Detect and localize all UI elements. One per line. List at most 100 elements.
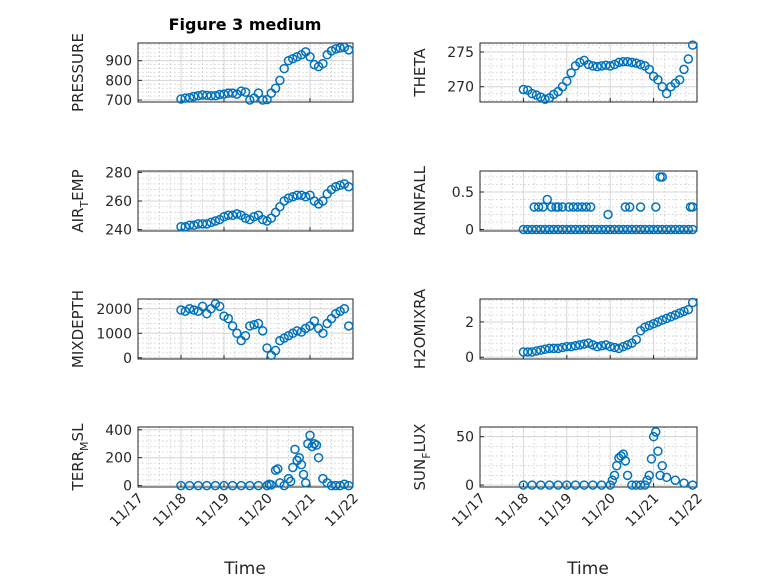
data-point (546, 202, 557, 212)
data-point (214, 89, 225, 100)
data-point (687, 480, 698, 490)
data-point (189, 305, 199, 315)
x-tick-label: 11/21 (279, 491, 319, 531)
data-point (566, 68, 576, 78)
y-axis-label: AIRTEMP (69, 169, 91, 232)
y-tick-label: 400 (105, 423, 132, 439)
y-tick-label: 900 (105, 54, 132, 70)
data-point (305, 430, 315, 441)
data-point (236, 86, 246, 96)
data-point (309, 438, 320, 449)
data-point (257, 326, 268, 336)
data-point (622, 470, 633, 481)
data-point (288, 462, 298, 473)
data-point (592, 61, 602, 72)
y-tick-label: 200 (105, 451, 132, 467)
data-point (651, 202, 661, 212)
data-point (653, 317, 663, 327)
data-point (223, 210, 234, 221)
data-point (331, 480, 341, 491)
y-axis-label: THETA (411, 48, 429, 98)
data-point (670, 310, 681, 320)
data-point (283, 193, 294, 203)
data-point (679, 306, 689, 317)
data-point (620, 202, 631, 212)
data-point (642, 475, 652, 485)
data-point (292, 190, 302, 201)
data-point (270, 83, 281, 93)
data-point (283, 473, 294, 484)
data-point (605, 480, 615, 490)
axes-rainfall: 0 0.5 RAINFALL (411, 165, 698, 239)
x-tick-label: 11/18 (150, 491, 190, 531)
data-point (557, 202, 568, 212)
data-point (232, 328, 242, 339)
data-point (648, 431, 659, 442)
data-point (288, 191, 298, 202)
data-point (553, 343, 563, 354)
data-point (687, 40, 698, 50)
data-point (585, 202, 596, 212)
data-point (290, 444, 300, 455)
data-point (648, 318, 659, 329)
data-point (614, 343, 624, 354)
data-point (245, 95, 255, 105)
y-axis-label: RAINFALL (411, 165, 429, 236)
axes-theta: 270 275 THETA (411, 40, 698, 104)
y-tick-label: 270 (447, 80, 474, 96)
data-point (583, 338, 594, 348)
data-point (253, 318, 264, 329)
data-point (180, 221, 191, 232)
data-point (311, 440, 322, 450)
data-point (631, 58, 641, 68)
data-point (557, 342, 568, 353)
data-point (292, 326, 302, 336)
data-point (651, 427, 661, 437)
data-point (562, 341, 572, 352)
data-point (605, 341, 615, 352)
data-point (575, 340, 585, 350)
data-point (661, 472, 672, 483)
y-tick-label: 0.5 (452, 185, 474, 201)
y-axis-label: MIXDEPTH (69, 290, 87, 368)
y-tick-label: 240 (105, 223, 132, 239)
axes-frame (479, 298, 698, 360)
data-point (189, 220, 199, 231)
data-point (670, 475, 681, 485)
data-point (687, 224, 698, 235)
data-point (687, 202, 698, 212)
data-point (624, 202, 635, 212)
data-point (343, 45, 354, 55)
y-tick-label: 2 (465, 315, 474, 331)
data-point (275, 75, 285, 86)
data-point (206, 217, 216, 228)
data-point (197, 301, 208, 312)
data-point (197, 219, 208, 229)
y-tick-label: 0 (465, 223, 474, 239)
data-point (542, 194, 553, 205)
data-point (687, 297, 698, 308)
y-tick-label: 0 (465, 478, 474, 494)
data-point (313, 452, 324, 463)
data-point (343, 480, 354, 491)
data-point (607, 475, 618, 485)
data-point (262, 480, 272, 491)
data-point (631, 334, 641, 345)
data-point (570, 341, 581, 351)
data-point (618, 341, 628, 352)
y-tick-label: 260 (105, 194, 132, 210)
data-point (540, 344, 550, 355)
data-point (331, 44, 341, 54)
data-point (266, 480, 277, 490)
data-point (305, 52, 315, 62)
data-point (583, 59, 594, 70)
axes-mixdepth: 0 1000 2000 MIXDEPTH (69, 290, 354, 368)
data-point (674, 308, 685, 318)
data-point (562, 76, 572, 86)
axes-terr_msl: 0 200 400 11/17 11/18 11/19 11/20 11/21 11/22 TER… (69, 423, 362, 531)
data-point (210, 216, 221, 226)
data-point (326, 46, 337, 56)
data-point (661, 88, 672, 99)
data-point (609, 342, 620, 353)
